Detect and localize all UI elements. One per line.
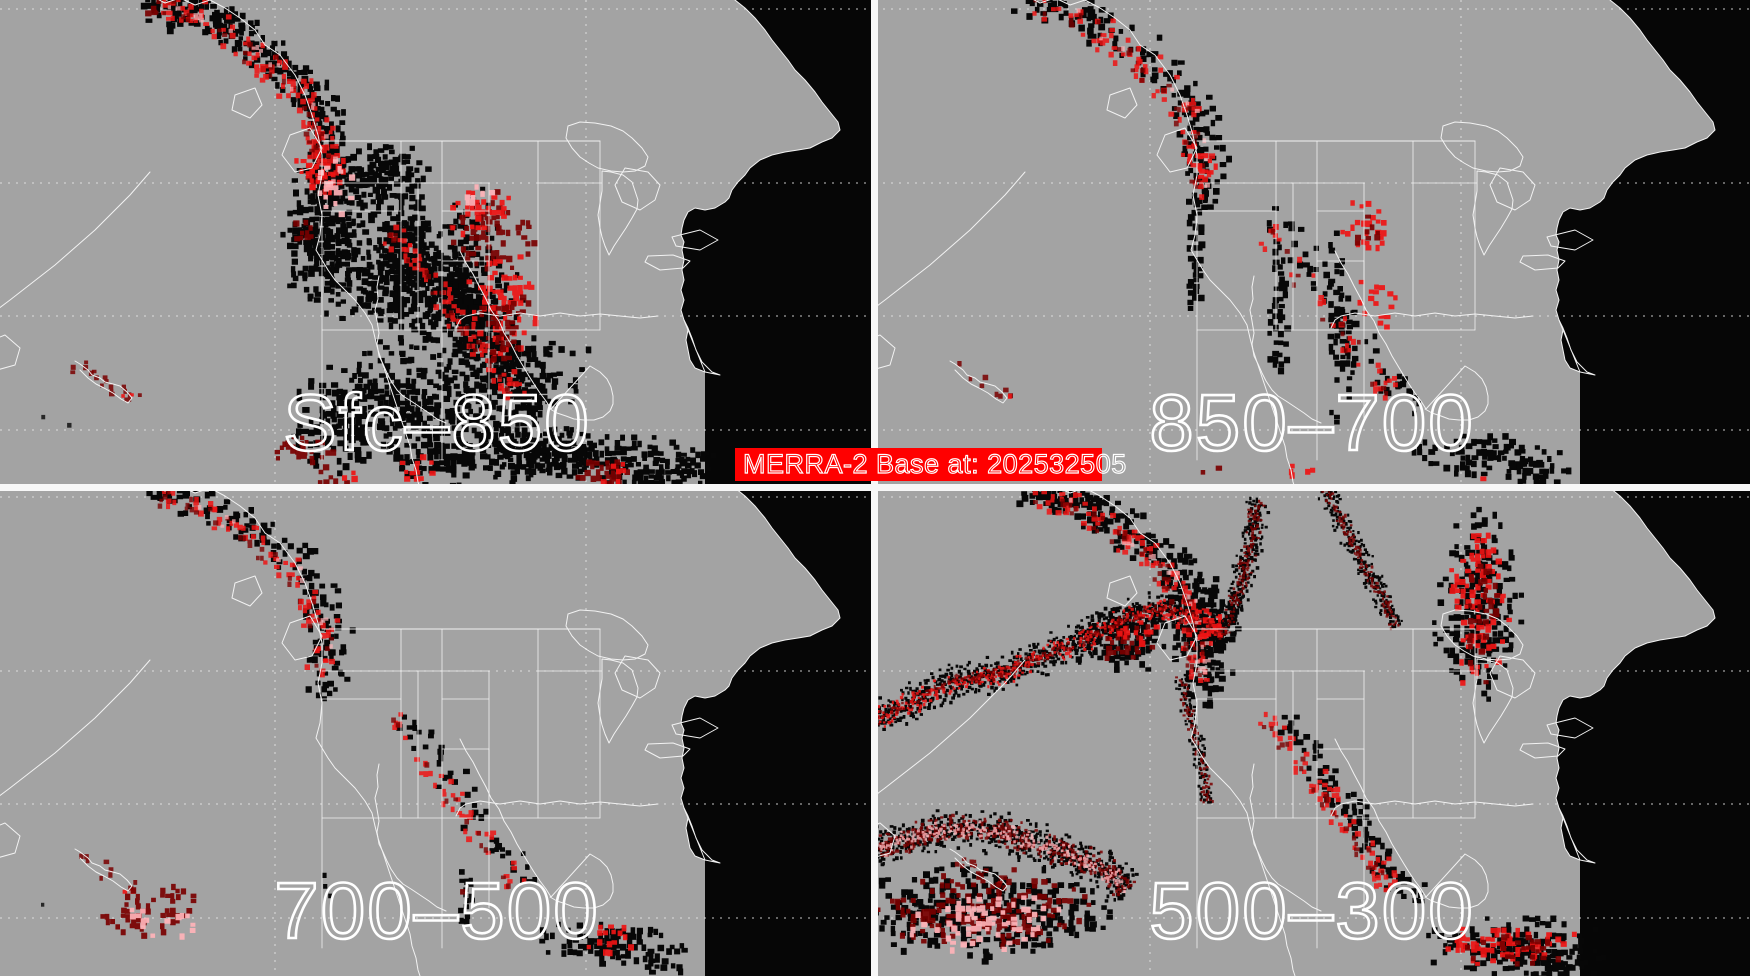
svg-text:500–300: 500–300	[1149, 866, 1474, 955]
svg-text:700–500: 700–500	[274, 866, 599, 955]
svg-text:Sfc–850: Sfc–850	[283, 378, 591, 467]
svg-text:850–700: 850–700	[1149, 378, 1474, 467]
svg-text:MERRA-2 Base at: 202532505: MERRA-2 Base at: 202532505	[743, 449, 1127, 479]
